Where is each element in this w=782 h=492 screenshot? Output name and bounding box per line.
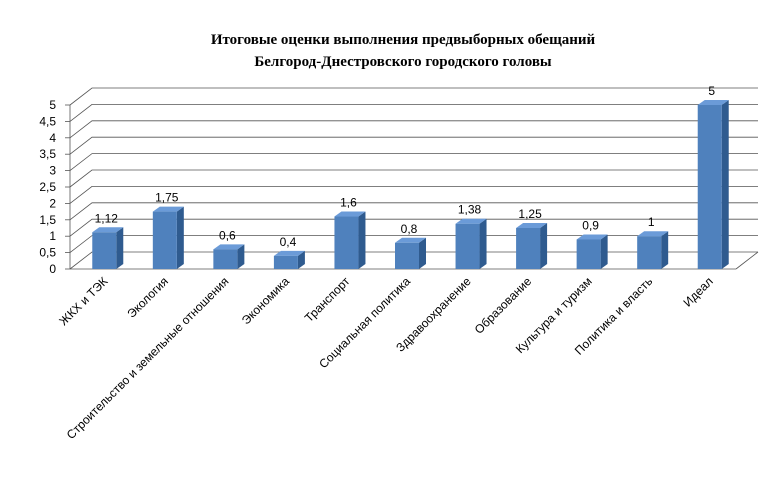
y-tick-label: 0,5	[39, 246, 56, 260]
x-category-label: Идеал	[681, 274, 716, 309]
x-category-label: Экономика	[239, 274, 292, 327]
y-tick-label: 2,5	[39, 180, 56, 194]
floor-right-edge	[735, 251, 759, 270]
x-category-label: ЖКХ и ТЭК	[56, 274, 110, 328]
x-category-label: Транспорт	[302, 274, 353, 325]
gridline	[69, 153, 758, 171]
gridline	[69, 169, 758, 188]
chart-title-line-2: Белгород-Днестровского городского головы	[254, 54, 552, 70]
data-label: 5	[708, 84, 715, 98]
gridline	[69, 120, 758, 139]
y-tick-label: 0	[49, 262, 56, 276]
data-label: 0,9	[582, 218, 599, 232]
gridline	[69, 185, 758, 204]
x-category-label: Образование	[472, 274, 535, 337]
bar	[455, 218, 487, 269]
gridline	[69, 136, 758, 155]
bar	[576, 234, 608, 269]
y-tick-label: 3	[49, 164, 56, 178]
bar	[92, 227, 124, 269]
bar	[697, 100, 729, 269]
data-label: 0,4	[280, 235, 297, 249]
bar	[395, 237, 426, 269]
bar	[637, 231, 669, 269]
bar	[516, 223, 548, 269]
data-label: 0,8	[401, 222, 418, 236]
y-tick-label: 4,5	[39, 114, 56, 128]
y-tick-label: 4	[49, 131, 56, 145]
gridline	[69, 104, 758, 122]
data-label: 1,25	[518, 207, 542, 221]
data-label: 1,38	[458, 203, 482, 217]
data-label: 1,12	[95, 211, 119, 225]
data-label: 1,75	[155, 191, 179, 205]
y-axis: 0 0,5 1 1,5 2 2,5 3 3,5 4 4,5 5	[39, 98, 71, 276]
x-category-label: Экология	[124, 274, 171, 321]
bars	[92, 100, 729, 269]
gridline	[69, 218, 758, 237]
data-label: 1,6	[340, 196, 357, 210]
bar	[273, 250, 305, 269]
y-tick-label: 1	[49, 229, 56, 243]
y-tick-label: 5	[49, 98, 56, 112]
gridline	[69, 202, 758, 221]
gridline	[69, 87, 758, 106]
y-tick-label: 1,5	[39, 213, 56, 227]
y-tick-label: 3,5	[39, 147, 56, 161]
bar	[152, 206, 184, 269]
data-label: 0,6	[219, 228, 236, 242]
data-label: 1	[648, 215, 655, 229]
gridlines	[69, 87, 759, 270]
y-tick-label: 2	[49, 196, 56, 210]
data-labels: 1,12 1,75 0,6 0,4 1,6 0,8 1,38 1,25 0,9 1 5	[95, 84, 716, 249]
chart-title-line-1: Итоговые оценки выполнения предвыборных …	[211, 32, 596, 48]
bar	[334, 211, 366, 269]
bar	[213, 244, 245, 269]
